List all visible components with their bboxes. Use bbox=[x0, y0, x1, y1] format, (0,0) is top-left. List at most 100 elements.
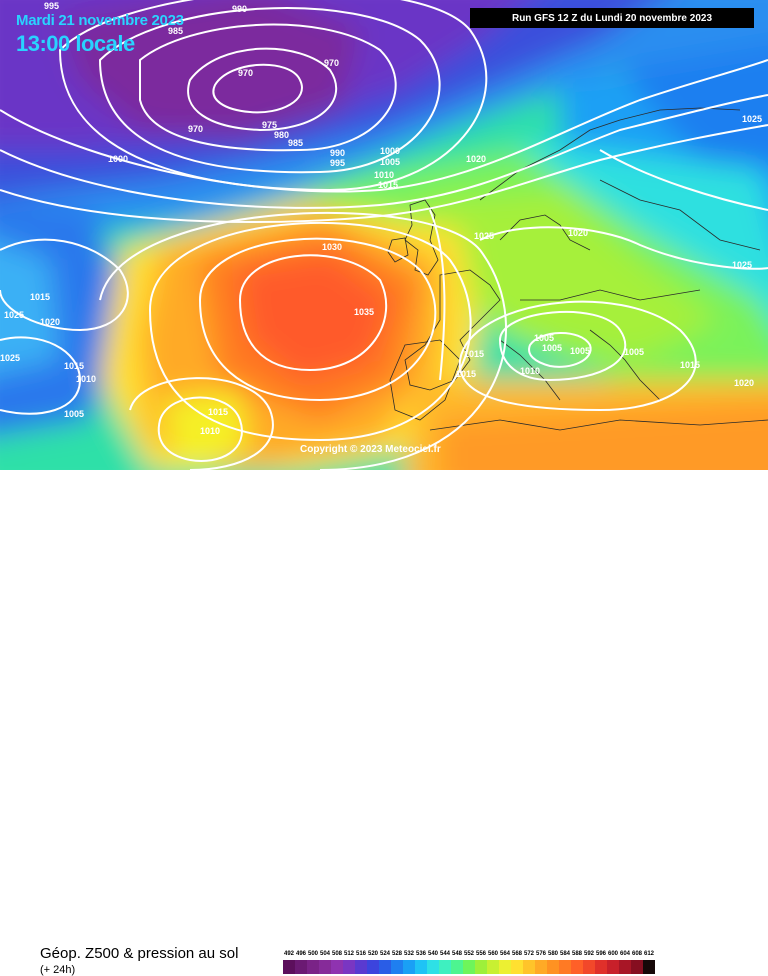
isobar-label: 1005 bbox=[64, 409, 84, 419]
isobar-label: 1020 bbox=[466, 154, 486, 164]
isobar-label: 1000 bbox=[108, 154, 128, 164]
scale-step: 612 bbox=[643, 948, 655, 974]
scale-label: 564 bbox=[499, 951, 510, 957]
isobar-label: 1025 bbox=[474, 231, 494, 241]
scale-swatch bbox=[523, 960, 535, 974]
isobar-label: 975 bbox=[262, 120, 277, 130]
scale-step: 528 bbox=[391, 948, 403, 974]
map-canvas: 990 985 995 970 970 970 975 980 985 990 … bbox=[0, 0, 768, 470]
color-scale: 492 496 500 504 508 512 516 520 524 528 532 536 540 5… bbox=[283, 948, 655, 974]
scale-swatch bbox=[451, 960, 463, 974]
scale-label: 512 bbox=[343, 951, 354, 957]
scale-label: 612 bbox=[643, 951, 654, 957]
scale-step: 604 bbox=[619, 948, 631, 974]
scale-swatch bbox=[367, 960, 379, 974]
copyright-notice: Copyright © 2023 Meteociel.fr bbox=[300, 444, 441, 455]
scale-swatch bbox=[463, 960, 475, 974]
scale-swatch bbox=[511, 960, 523, 974]
scale-step: 544 bbox=[439, 948, 451, 974]
scale-label: 544 bbox=[439, 951, 450, 957]
isobar-label: 1005 bbox=[624, 347, 644, 357]
scale-swatch bbox=[331, 960, 343, 974]
scale-step: 548 bbox=[451, 948, 463, 974]
isobar-label: 1005 bbox=[380, 157, 400, 167]
scale-label: 504 bbox=[319, 951, 330, 957]
isobar-label: 990 bbox=[232, 4, 247, 14]
legend-footer: Géop. Z500 & pression au sol (+ 24h) 492… bbox=[0, 470, 768, 976]
scale-label: 536 bbox=[415, 951, 426, 957]
scale-step: 588 bbox=[571, 948, 583, 974]
scale-swatch bbox=[487, 960, 499, 974]
scale-label: 568 bbox=[511, 951, 522, 957]
isobar-label: 1010 bbox=[200, 426, 220, 436]
isobar-label: 970 bbox=[188, 124, 203, 134]
scale-swatch bbox=[427, 960, 439, 974]
geopotential-field bbox=[0, 0, 768, 470]
scale-label: 516 bbox=[355, 951, 366, 957]
scale-swatch bbox=[355, 960, 367, 974]
scale-label: 520 bbox=[367, 951, 378, 957]
scale-swatch bbox=[595, 960, 607, 974]
isobar-label: 995 bbox=[44, 1, 59, 11]
isobar-label: 1000 bbox=[380, 146, 400, 156]
scale-label: 548 bbox=[451, 951, 462, 957]
scale-step: 596 bbox=[595, 948, 607, 974]
scale-swatch bbox=[583, 960, 595, 974]
scale-step: 500 bbox=[307, 948, 319, 974]
scale-swatch bbox=[403, 960, 415, 974]
isobar-label: 990 bbox=[330, 148, 345, 158]
scale-step: 536 bbox=[415, 948, 427, 974]
scale-label: 576 bbox=[535, 951, 546, 957]
isobar-label: 1005 bbox=[570, 346, 590, 356]
scale-step: 512 bbox=[343, 948, 355, 974]
isobar-label: 970 bbox=[324, 58, 339, 68]
isobar-label: 980 bbox=[274, 130, 289, 140]
isobar-label: 1010 bbox=[76, 374, 96, 384]
isobar-label: 1010 bbox=[520, 366, 540, 376]
isobar-label: 1010 bbox=[374, 170, 394, 180]
scale-label: 552 bbox=[463, 951, 474, 957]
isobar-label: 1005 bbox=[534, 333, 554, 343]
scale-step: 564 bbox=[499, 948, 511, 974]
isobar-lines bbox=[0, 0, 768, 470]
scale-swatch bbox=[631, 960, 643, 974]
scale-step: 540 bbox=[427, 948, 439, 974]
scale-swatch bbox=[319, 960, 331, 974]
scale-step: 496 bbox=[295, 948, 307, 974]
scale-label: 500 bbox=[307, 951, 318, 957]
scale-step: 560 bbox=[487, 948, 499, 974]
scale-step: 580 bbox=[547, 948, 559, 974]
isobar-label: 1035 bbox=[354, 307, 374, 317]
isobar-label: 1015 bbox=[64, 361, 84, 371]
scale-step: 576 bbox=[535, 948, 547, 974]
scale-label: 596 bbox=[595, 951, 606, 957]
scale-swatch bbox=[475, 960, 487, 974]
scale-step: 532 bbox=[403, 948, 415, 974]
scale-step: 552 bbox=[463, 948, 475, 974]
isobar-label: 1015 bbox=[680, 360, 700, 370]
scale-label: 496 bbox=[295, 951, 306, 957]
isobar-label: 985 bbox=[168, 26, 183, 36]
scale-swatch bbox=[283, 960, 295, 974]
scale-swatch bbox=[559, 960, 571, 974]
forecast-time: 13:00 locale bbox=[16, 31, 135, 56]
coastlines bbox=[387, 107, 768, 431]
isobar-label: 995 bbox=[330, 158, 345, 168]
weather-map: 990 985 995 970 970 970 975 980 985 990 … bbox=[0, 0, 768, 470]
scale-step: 572 bbox=[523, 948, 535, 974]
forecast-date: Mardi 21 novembre 2023 bbox=[16, 12, 184, 29]
scale-label: 580 bbox=[547, 951, 558, 957]
scale-step: 556 bbox=[475, 948, 487, 974]
scale-label: 572 bbox=[523, 951, 534, 957]
scale-step: 600 bbox=[607, 948, 619, 974]
scale-label: 556 bbox=[475, 951, 486, 957]
isobar-label: 1030 bbox=[322, 242, 342, 252]
scale-label: 528 bbox=[391, 951, 402, 957]
scale-swatch bbox=[607, 960, 619, 974]
legend-title: Géop. Z500 & pression au sol bbox=[40, 945, 239, 962]
scale-swatch bbox=[295, 960, 307, 974]
scale-label: 608 bbox=[631, 951, 642, 957]
isobar-label: 1025 bbox=[732, 260, 752, 270]
scale-label: 588 bbox=[571, 951, 582, 957]
scale-step: 592 bbox=[583, 948, 595, 974]
